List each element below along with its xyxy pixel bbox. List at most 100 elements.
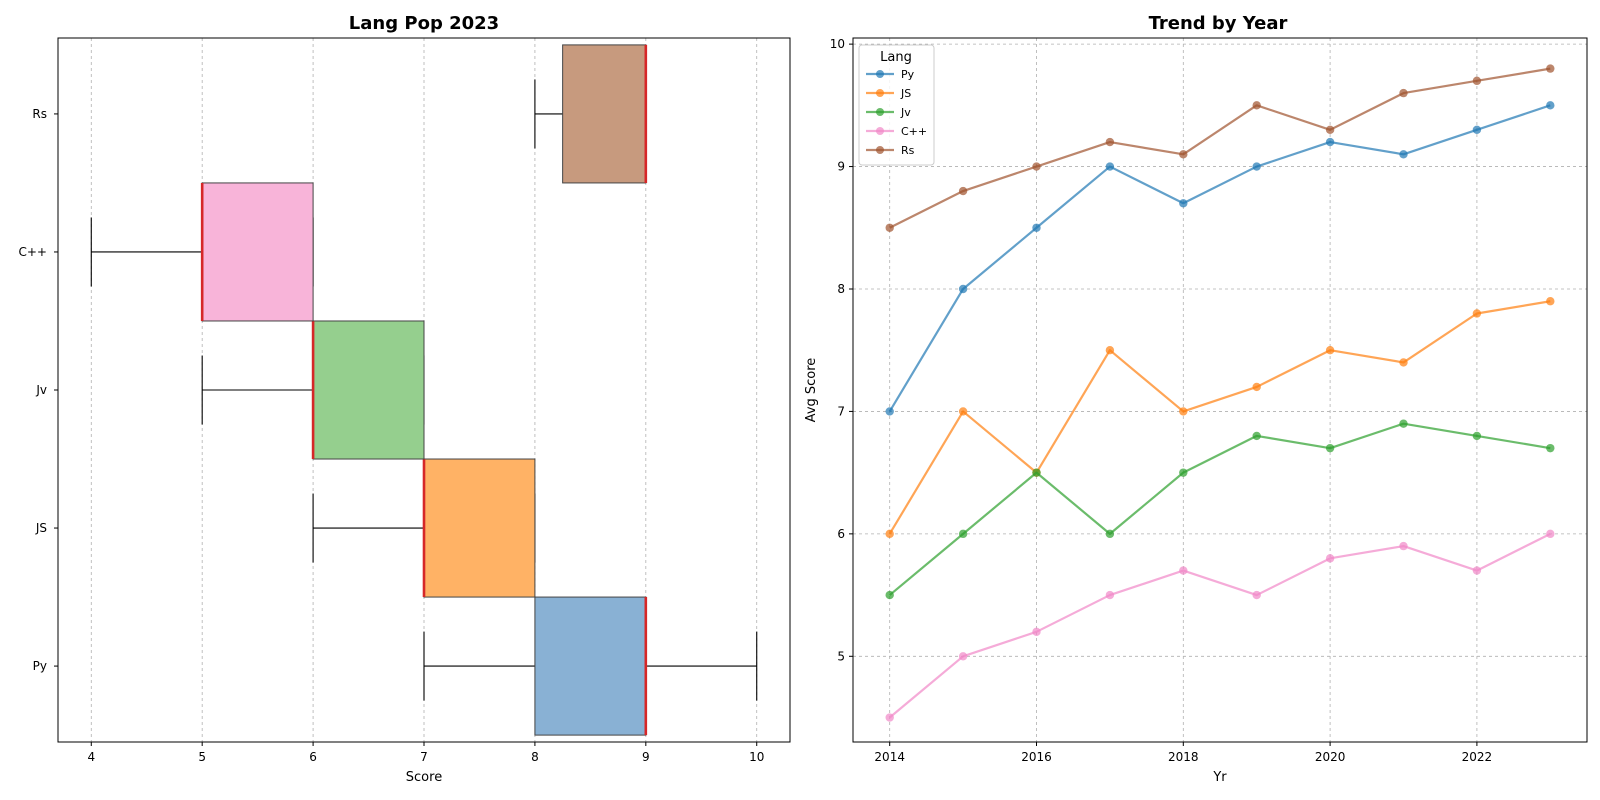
data-point-jv (1472, 431, 1482, 441)
data-point-js (885, 529, 894, 539)
data-point-cpp (1179, 566, 1188, 575)
data-point-js (1179, 407, 1188, 416)
data-point-js (958, 407, 968, 416)
box-x-tick-label: 10 (749, 750, 764, 764)
line-y-tick-label: 10 (830, 37, 845, 51)
series-js (885, 297, 1555, 539)
box-js (312, 458, 536, 598)
series-line-py (888, 104, 1551, 412)
data-point-rs (958, 186, 968, 196)
box-rs (534, 44, 648, 184)
data-point-rs (1399, 88, 1408, 98)
series-cpp (885, 529, 1555, 722)
data-point-jv (1546, 443, 1555, 453)
box-chart: Lang Pop 2023 4 5 6 7 8 9 10 Py JS Jv C++ Rs Score (19, 13, 791, 785)
data-point-rs (1472, 76, 1482, 86)
box-y-tick-label: JS (35, 521, 47, 535)
legend-swatch-marker (876, 146, 884, 154)
box-x-tick-label: 4 (87, 750, 95, 764)
line-x-tick-label: 2016 (1021, 750, 1052, 764)
line-x-ticks: 2014 2016 2018 2020 2022 (874, 742, 1492, 764)
box-x-ticks: 4 5 6 7 8 9 10 (87, 742, 764, 764)
box-y-tick-label: Py (33, 659, 47, 673)
line-y-tick-label: 7 (837, 404, 845, 418)
box-y-tick-label: C++ (19, 245, 48, 259)
legend-label: Py (901, 68, 915, 81)
data-point-rs (1105, 137, 1115, 147)
box-iqr (534, 596, 647, 736)
legend-label: JS (900, 87, 911, 100)
data-point-py (1179, 199, 1188, 208)
legend: Lang Py JS Jv C++ Rs (858, 44, 935, 166)
data-point-cpp (1252, 590, 1261, 600)
data-point-js (1546, 297, 1555, 306)
box-x-tick-label: 9 (642, 750, 650, 764)
data-point-cpp (1325, 554, 1335, 563)
line-y-ticks: 5 6 7 8 9 10 (830, 37, 853, 663)
data-point-js (1105, 346, 1115, 355)
box-x-tick-label: 5 (198, 750, 206, 764)
data-point-rs (1546, 64, 1555, 73)
legend-title: Lang (880, 50, 912, 65)
data-point-jv (1399, 419, 1408, 428)
data-point-jv (1325, 443, 1335, 453)
series-line-rs (889, 67, 1551, 229)
box-x-tick-label: 8 (531, 750, 539, 764)
data-point-cpp (1399, 541, 1408, 551)
box-py (423, 596, 758, 736)
box-y-tick-label: Jv (35, 383, 47, 397)
data-point-py (1252, 162, 1261, 171)
data-point-js (1399, 358, 1408, 367)
data-point-cpp (1546, 529, 1555, 539)
data-point-jv (1032, 468, 1041, 477)
data-point-jv (1105, 529, 1115, 539)
line-marks (885, 64, 1555, 722)
data-point-py (1105, 162, 1115, 171)
box-jv (201, 320, 425, 460)
data-point-rs (1252, 101, 1261, 110)
line-y-axis-label: Avg Score (804, 358, 819, 423)
data-point-cpp (958, 652, 968, 661)
line-y-tick-label: 5 (837, 649, 845, 663)
box-chart-title: Lang Pop 2023 (349, 13, 499, 34)
data-point-py (1472, 125, 1482, 135)
series-py (885, 101, 1555, 416)
box-x-tick-label: 7 (420, 750, 428, 764)
line-plot-frame (852, 37, 1588, 743)
line-y-tick-label: 9 (837, 160, 845, 174)
legend-swatch-marker (876, 89, 884, 97)
data-point-cpp (885, 713, 894, 722)
data-point-js (1252, 382, 1261, 392)
box-y-tick-label: Rs (32, 107, 47, 121)
legend-swatch-marker (876, 108, 884, 116)
box-iqr (562, 44, 647, 184)
line-x-tick-label: 2014 (874, 750, 905, 764)
data-point-cpp (1032, 627, 1041, 637)
series-line-jv (888, 422, 1551, 596)
line-chart-title: Trend by Year (1149, 13, 1288, 34)
box-cpp (90, 182, 314, 322)
box-x-tick-label: 6 (309, 750, 317, 764)
legend-swatch-marker (876, 70, 884, 78)
series-line-js (888, 300, 1551, 535)
line-chart: Trend by Year 2014 2016 2018 2020 2022 5 6 7 8 9… (804, 13, 1588, 785)
data-point-jv (885, 590, 894, 600)
box-y-ticks: Py JS Jv C++ Rs (19, 107, 58, 673)
legend-label: C++ (901, 125, 927, 138)
data-point-rs (1032, 162, 1041, 171)
line-x-tick-label: 2020 (1315, 750, 1346, 764)
series-rs (885, 64, 1555, 232)
line-y-tick-label: 6 (837, 527, 845, 541)
data-point-py (1032, 223, 1041, 232)
box-iqr (201, 182, 314, 322)
data-point-py (1325, 137, 1335, 147)
data-point-jv (1179, 468, 1188, 477)
box-marks (90, 44, 758, 736)
line-y-tick-label: 8 (837, 282, 845, 296)
series-line-cpp (888, 532, 1551, 719)
data-point-jv (958, 529, 968, 539)
line-grid (853, 38, 1587, 742)
data-point-py (885, 407, 894, 416)
line-x-axis-label: Yr (1212, 770, 1227, 785)
data-point-cpp (1105, 590, 1115, 600)
